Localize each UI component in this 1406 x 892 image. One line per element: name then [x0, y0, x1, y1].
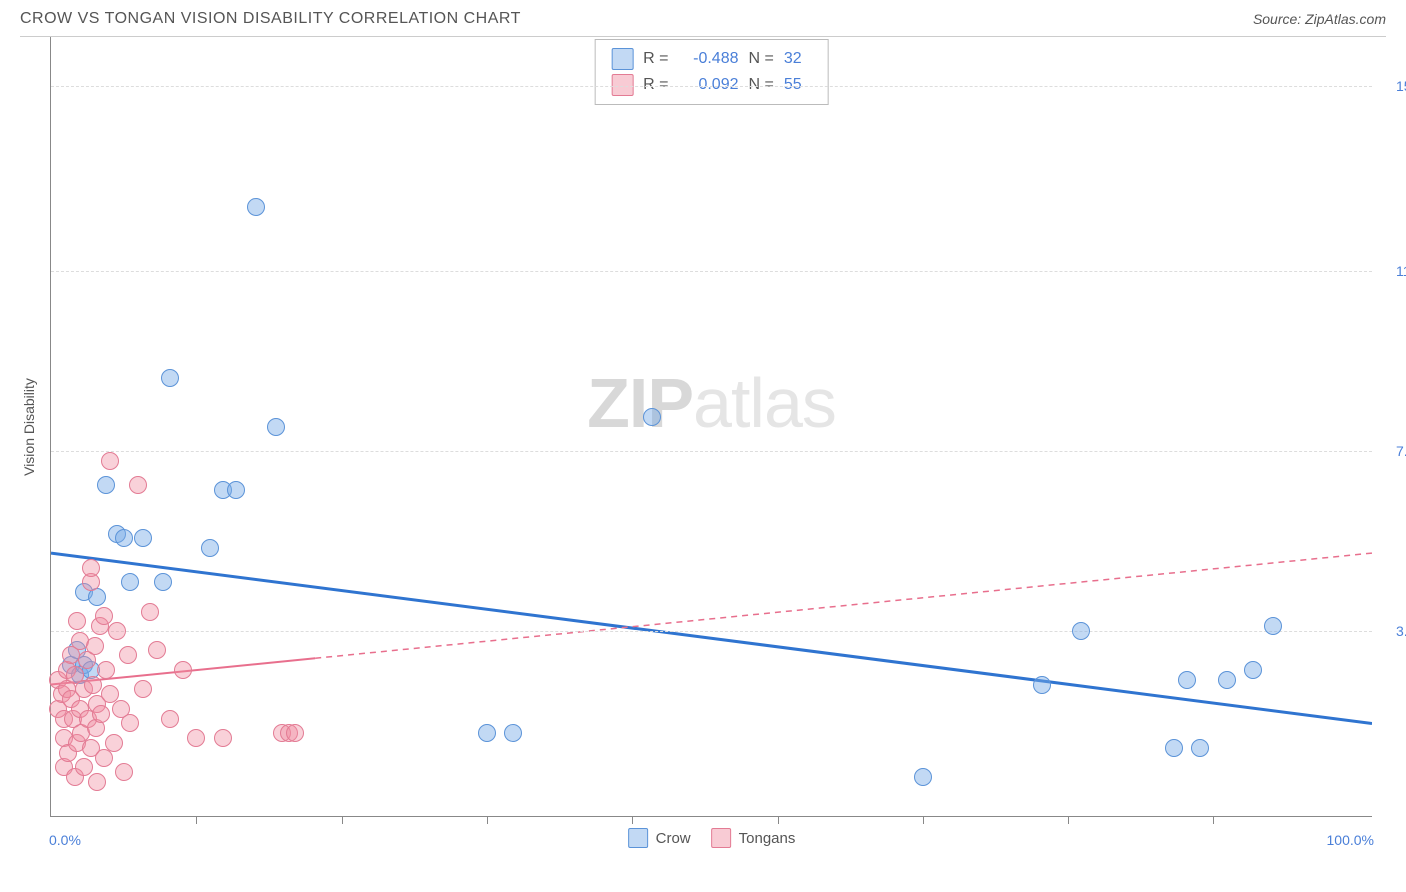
x-tick-mark: [1068, 816, 1069, 824]
legend-swatch-crow-icon: [628, 828, 648, 848]
data-point: [478, 724, 496, 742]
x-axis-min-label: 0.0%: [49, 832, 81, 848]
watermark-atlas: atlas: [693, 364, 836, 442]
data-point: [97, 476, 115, 494]
data-point: [115, 763, 133, 781]
y-axis-label: Vision Disability: [21, 378, 37, 476]
gridline: [51, 631, 1372, 632]
data-point: [141, 603, 159, 621]
data-point: [84, 676, 102, 694]
data-point: [247, 198, 265, 216]
data-point: [267, 418, 285, 436]
x-tick-mark: [1213, 816, 1214, 824]
data-point: [1264, 617, 1282, 635]
watermark-zip: ZIP: [587, 364, 693, 442]
data-point: [119, 646, 137, 664]
data-point: [1072, 622, 1090, 640]
data-point: [101, 452, 119, 470]
data-point: [1191, 739, 1209, 757]
data-point: [1178, 671, 1196, 689]
data-point: [95, 607, 113, 625]
stats-box: R = -0.488 N = 32 R = 0.092 N = 55: [594, 39, 829, 105]
data-point: [504, 724, 522, 742]
data-point: [97, 661, 115, 679]
x-axis-max-label: 100.0%: [1327, 832, 1374, 848]
bottom-legend: Crow Tongans: [628, 828, 796, 848]
gridline: [51, 451, 1372, 452]
x-tick-mark: [487, 816, 488, 824]
gridline: [51, 271, 1372, 272]
legend-label-tongans: Tongans: [739, 830, 796, 847]
chart-container: Vision Disability ZIPatlas R = -0.488 N …: [20, 36, 1386, 817]
x-tick-mark: [632, 816, 633, 824]
data-point: [214, 729, 232, 747]
stats-n-crow: 32: [784, 50, 812, 68]
data-point: [115, 529, 133, 547]
data-point: [154, 573, 172, 591]
data-point: [1033, 676, 1051, 694]
legend-item-crow: Crow: [628, 828, 691, 848]
stats-row-crow: R = -0.488 N = 32: [611, 46, 812, 72]
watermark: ZIPatlas: [587, 363, 836, 443]
data-point: [161, 369, 179, 387]
data-point: [174, 661, 192, 679]
data-point: [86, 637, 104, 655]
stats-r-label: R =: [643, 50, 668, 68]
legend-swatch-tongans-icon: [711, 828, 731, 848]
data-point: [134, 680, 152, 698]
chart-title: CROW VS TONGAN VISION DISABILITY CORRELA…: [20, 10, 521, 28]
data-point: [68, 612, 86, 630]
plot-area: Vision Disability ZIPatlas R = -0.488 N …: [50, 37, 1372, 817]
data-point: [161, 710, 179, 728]
data-point: [1244, 661, 1262, 679]
legend-label-crow: Crow: [656, 830, 691, 847]
data-point: [148, 641, 166, 659]
gridline: [51, 86, 1372, 87]
data-point: [88, 773, 106, 791]
x-tick-mark: [778, 816, 779, 824]
data-point: [187, 729, 205, 747]
data-point: [914, 768, 932, 786]
data-point: [82, 559, 100, 577]
data-point: [92, 705, 110, 723]
data-point: [134, 529, 152, 547]
data-point: [75, 758, 93, 776]
x-tick-mark: [923, 816, 924, 824]
data-point: [286, 724, 304, 742]
data-point: [129, 476, 147, 494]
data-point: [643, 408, 661, 426]
legend-item-tongans: Tongans: [711, 828, 796, 848]
data-point: [1165, 739, 1183, 757]
y-tick-label: 11.2%: [1378, 263, 1406, 279]
stats-r-crow: -0.488: [679, 50, 739, 68]
data-point: [108, 622, 126, 640]
swatch-crow-icon: [611, 48, 633, 70]
data-point: [1218, 671, 1236, 689]
y-tick-label: 7.5%: [1378, 443, 1406, 459]
stats-n-label: N =: [749, 50, 774, 68]
y-tick-label: 15.0%: [1378, 78, 1406, 94]
data-point: [105, 734, 123, 752]
data-point: [121, 573, 139, 591]
x-tick-mark: [342, 816, 343, 824]
chart-source: Source: ZipAtlas.com: [1253, 11, 1386, 27]
data-point: [227, 481, 245, 499]
x-tick-mark: [196, 816, 197, 824]
trend-lines-svg: [51, 37, 1372, 816]
y-tick-label: 3.8%: [1378, 623, 1406, 639]
data-point: [121, 714, 139, 732]
data-point: [201, 539, 219, 557]
chart-header: CROW VS TONGAN VISION DISABILITY CORRELA…: [0, 0, 1406, 36]
